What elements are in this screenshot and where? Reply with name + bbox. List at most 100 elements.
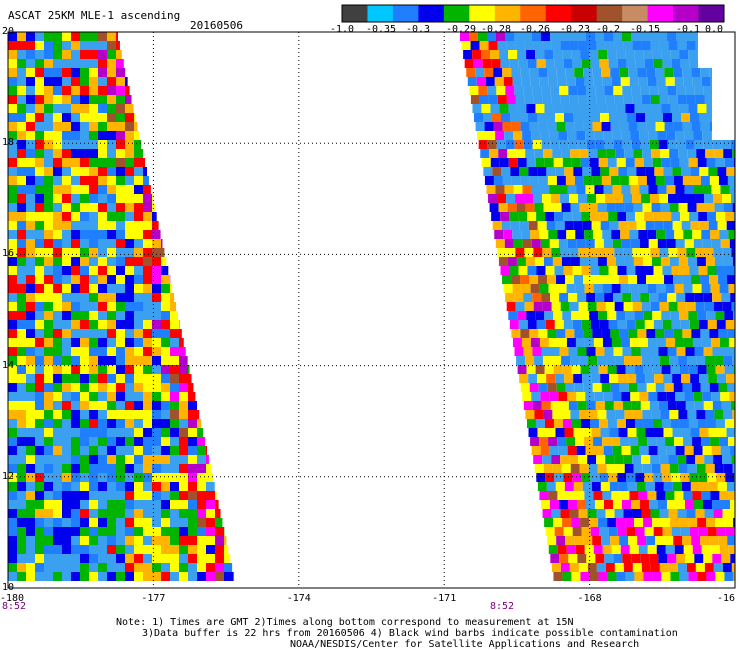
heatmap-cell [552, 410, 562, 419]
heatmap-cell [215, 518, 223, 527]
heatmap-cell [692, 437, 702, 446]
heatmap-cell [53, 455, 62, 464]
heatmap-cell [116, 50, 122, 59]
colorbar-frame [341, 4, 725, 23]
heatmap-cell [590, 59, 600, 68]
heatmap-cell [89, 257, 98, 266]
heatmap-cell [707, 320, 717, 329]
heatmap-cell [143, 392, 152, 401]
heatmap-cell [565, 383, 575, 392]
heatmap-cell [632, 455, 642, 464]
heatmap-cell [597, 410, 607, 419]
heatmap-cell [134, 248, 143, 257]
heatmap-cell [708, 482, 718, 491]
heatmap-cell [224, 563, 233, 572]
heatmap-cell [62, 374, 71, 383]
heatmap-cell [668, 248, 678, 257]
heatmap-cell [589, 158, 599, 167]
heatmap-cell [679, 518, 689, 527]
heatmap-cell [686, 248, 696, 257]
heatmap-cell [125, 176, 134, 185]
heatmap-cell [580, 572, 590, 581]
heatmap-cell [649, 32, 658, 41]
heatmap-cell [697, 104, 707, 113]
heatmap-cell [675, 185, 685, 194]
heatmap-cell [717, 374, 727, 383]
heatmap-cell [617, 266, 627, 275]
heatmap-cell [710, 77, 712, 86]
heatmap-cell [520, 383, 530, 392]
heatmap-cell [62, 365, 71, 374]
heatmap-cell [17, 545, 26, 554]
heatmap-cell [44, 104, 53, 113]
heatmap-cell [683, 284, 693, 293]
heatmap-cell [116, 176, 125, 185]
heatmap-cell [80, 68, 89, 77]
heatmap-cell [660, 410, 670, 419]
heatmap-cell [26, 392, 35, 401]
heatmap-cell [640, 140, 650, 149]
heatmap-cell [637, 383, 647, 392]
heatmap-cell [107, 113, 116, 122]
heatmap-cell [125, 374, 134, 383]
heatmap-cell [578, 509, 588, 518]
heatmap-cell [691, 122, 701, 131]
chart-date: 20160506 [190, 19, 243, 32]
heatmap-cell [671, 527, 681, 536]
heatmap-cell [575, 491, 585, 500]
heatmap-cell [215, 527, 224, 536]
heatmap-cell [716, 212, 726, 221]
heatmap-cell [557, 338, 567, 347]
heatmap-cell [570, 356, 580, 365]
heatmap-cell [651, 203, 661, 212]
heatmap-cell [89, 203, 98, 212]
heatmap-cell [143, 257, 152, 266]
heatmap-cell [8, 248, 17, 257]
heatmap-cell [600, 167, 610, 176]
heatmap-cell [521, 284, 531, 293]
heatmap-cell [125, 410, 134, 419]
heatmap-cell [17, 392, 26, 401]
heatmap-cell [606, 257, 616, 266]
heatmap-cell [143, 167, 148, 176]
heatmap-cell [538, 122, 548, 131]
colorbar-label: -0.35 [365, 24, 397, 35]
heatmap-cell [684, 185, 694, 194]
heatmap-cell [717, 167, 727, 176]
heatmap-cell [692, 491, 702, 500]
heatmap-cell [134, 392, 143, 401]
heatmap-cell [125, 428, 134, 437]
heatmap-cell [633, 464, 643, 473]
heatmap-cell [35, 59, 44, 68]
heatmap-cell [161, 248, 165, 257]
heatmap-cell [704, 194, 714, 203]
heatmap-cell [677, 455, 687, 464]
heatmap-cell [732, 257, 735, 266]
heatmap-cell [719, 491, 729, 500]
heatmap-cell [625, 50, 635, 59]
heatmap-cell [715, 518, 725, 527]
heatmap-cell [561, 464, 571, 473]
heatmap-cell [107, 50, 116, 59]
heatmap-cell [545, 266, 555, 275]
heatmap-cell [35, 41, 44, 50]
heatmap-cell [98, 275, 107, 284]
heatmap-cell [710, 338, 720, 347]
heatmap-cell [612, 500, 622, 509]
heatmap-cell [559, 140, 569, 149]
heatmap-cell [731, 509, 735, 518]
heatmap-cell [712, 140, 722, 149]
heatmap-cell [62, 392, 71, 401]
heatmap-cell [578, 41, 588, 50]
heatmap-cell [562, 365, 572, 374]
colorbar-label: 0.0 [704, 24, 724, 35]
heatmap-cell [503, 284, 513, 293]
heatmap-cell [570, 149, 580, 158]
heatmap-cell [516, 149, 526, 158]
heatmap-cell [699, 221, 709, 230]
heatmap-cell [710, 284, 720, 293]
heatmap-cell [472, 104, 482, 113]
heatmap-cell [598, 158, 608, 167]
heatmap-cell [107, 77, 116, 86]
heatmap-cell [691, 275, 701, 284]
